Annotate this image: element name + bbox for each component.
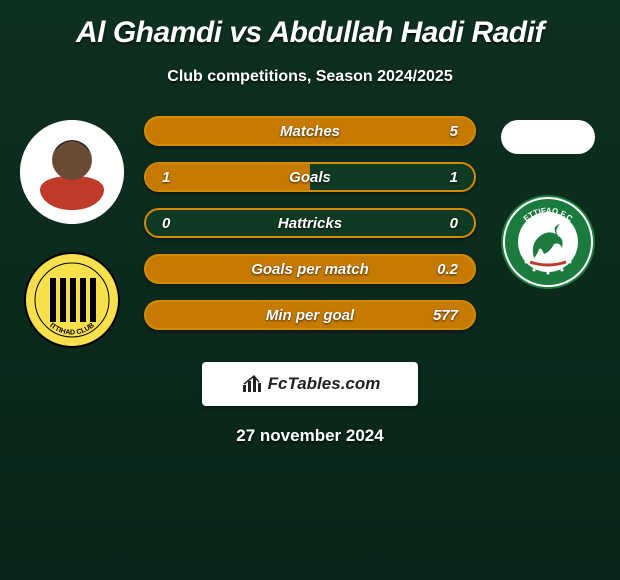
right-club-badge: ETTIFAQ F.C (500, 194, 596, 290)
stat-right-value: 0 (414, 215, 474, 232)
stat-right-value: 5 (414, 123, 474, 140)
stat-right-value: 0.2 (414, 261, 474, 278)
stat-row-hattricks: 0 Hattricks 0 (144, 208, 476, 238)
stat-row-matches: Matches 5 (144, 116, 476, 146)
stat-left-value: 0 (146, 215, 206, 232)
right-player-avatar (501, 120, 595, 154)
person-icon (20, 120, 124, 224)
stat-row-gpm: Goals per match 0.2 (144, 254, 476, 284)
stat-label: Goals per match (206, 261, 414, 278)
stat-bars: Matches 5 1 Goals 1 0 Hattricks 0 Goals … (134, 116, 486, 346)
ittihad-badge-icon: ITTIHAD CLUB (24, 252, 120, 348)
stat-right-value: 577 (414, 307, 474, 324)
brand-label: FcTables.com (268, 374, 381, 394)
stat-row-mpg: Min per goal 577 (144, 300, 476, 330)
page-title: Al Ghamdi vs Abdullah Hadi Radif (10, 16, 610, 50)
ettifaq-badge-icon: ETTIFAQ F.C (500, 194, 596, 290)
stat-label: Goals (206, 169, 414, 186)
right-player-column: ETTIFAQ F.C (486, 116, 610, 290)
stat-label: Matches (206, 123, 414, 140)
left-player-avatar (20, 120, 124, 224)
left-club-badge: ITTIHAD CLUB (24, 252, 120, 348)
stat-row-goals: 1 Goals 1 (144, 162, 476, 192)
brand-widget[interactable]: FcTables.com (202, 362, 418, 406)
left-player-column: ITTIHAD CLUB (10, 116, 134, 348)
comparison-panel: ITTIHAD CLUB Matches 5 1 Goals 1 0 (10, 116, 610, 348)
stat-label: Hattricks (206, 215, 414, 232)
stat-right-value: 1 (414, 169, 474, 186)
stat-label: Min per goal (206, 307, 414, 324)
stat-left-value: 1 (146, 169, 206, 186)
page-subtitle: Club competitions, Season 2024/2025 (10, 68, 610, 86)
bars-icon (240, 372, 264, 396)
footer-date: 27 november 2024 (10, 426, 610, 446)
